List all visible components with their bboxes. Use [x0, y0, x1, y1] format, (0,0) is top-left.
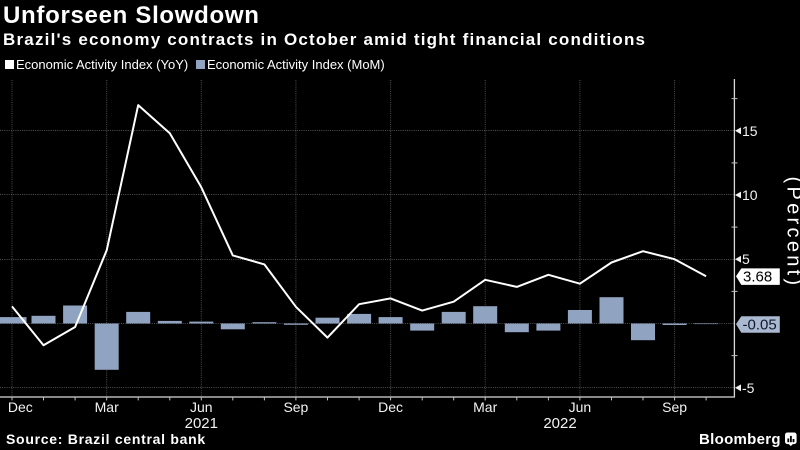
svg-text:15: 15 [742, 123, 758, 139]
svg-text:Sep: Sep [662, 399, 687, 415]
svg-text:3.68: 3.68 [743, 268, 772, 285]
svg-text:(Percent): (Percent) [783, 177, 800, 289]
svg-text:-5: -5 [742, 380, 755, 396]
svg-text:5: 5 [742, 251, 750, 267]
svg-text:Source: Brazil central bank: Source: Brazil central bank [6, 431, 206, 447]
svg-text:Dec: Dec [378, 399, 403, 415]
svg-text:Mar: Mar [473, 399, 497, 415]
svg-text:Jun: Jun [190, 399, 213, 415]
svg-text:Dec: Dec [8, 399, 33, 415]
svg-text:10: 10 [742, 187, 758, 203]
svg-text:Sep: Sep [283, 399, 308, 415]
svg-text:2021: 2021 [185, 415, 218, 432]
svg-text:Mar: Mar [95, 399, 119, 415]
svg-text:Jun: Jun [569, 399, 592, 415]
svg-text:-0.05: -0.05 [743, 316, 777, 333]
svg-text:Bloomberg: Bloomberg [699, 431, 781, 448]
svg-text:2022: 2022 [543, 415, 576, 432]
